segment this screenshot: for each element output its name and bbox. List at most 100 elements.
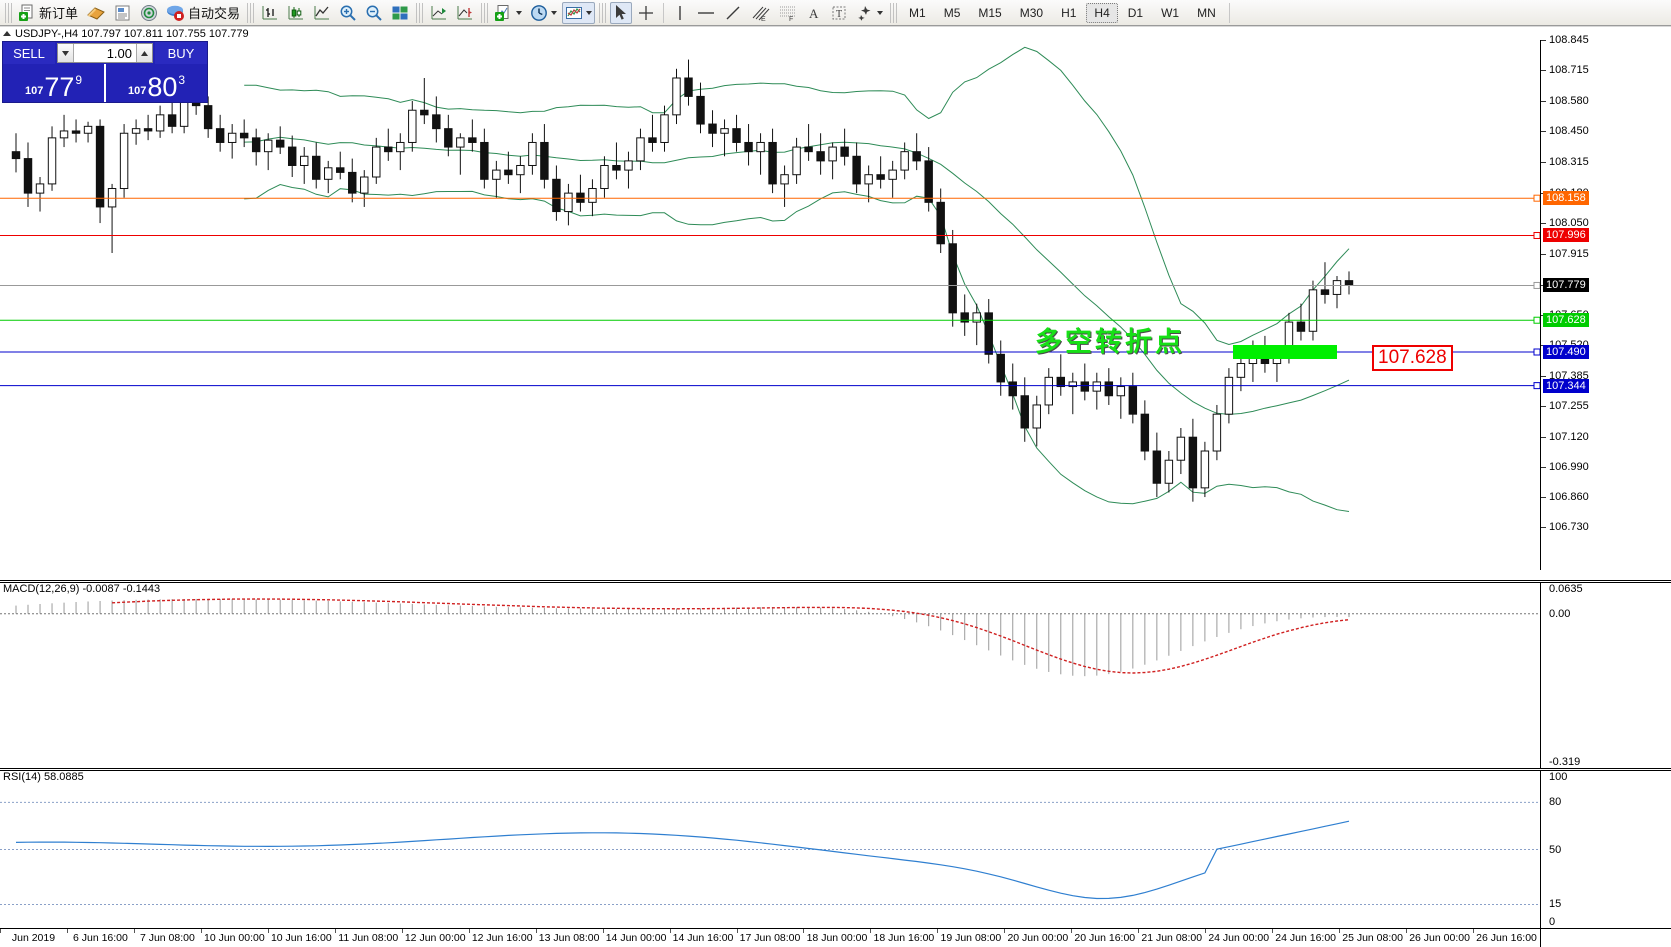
crosshair-icon[interactable] [634, 2, 658, 24]
sell-button[interactable]: SELL [3, 42, 55, 64]
rsi-pane-divider[interactable] [0, 768, 1671, 771]
toolbar-grip-2[interactable] [247, 2, 255, 23]
rsi-scale-label: 50 [1549, 843, 1562, 856]
time-tick [200, 929, 202, 933]
cursor-icon[interactable] [610, 1, 633, 24]
macd-chart-canvas[interactable] [0, 583, 1540, 768]
price-scale[interactable]: 108.845 108.715 108.580 108.450 108.315 108.1… [1540, 34, 1671, 570]
timeframe-m30[interactable]: M30 [1019, 5, 1044, 20]
signals-icon[interactable] [137, 2, 161, 24]
one-click-trading-panel[interactable]: SELL 1.00 BUY 107 77 9 [2, 41, 208, 103]
bid-pips: 77 [44, 72, 75, 102]
time-tick [1406, 929, 1408, 933]
price-tag-last-price[interactable]: 107.779 [1543, 278, 1589, 293]
volume-increase-button[interactable] [136, 44, 152, 62]
price-tick [1541, 527, 1546, 528]
shapes-dropdown-arrow[interactable] [877, 10, 884, 15]
volume-stepper[interactable]: 1.00 [57, 43, 153, 63]
time-tick-label: 18 Jun 00:00 [806, 932, 868, 944]
timeframe-m1[interactable]: M1 [909, 5, 926, 20]
templates-icon[interactable] [492, 2, 525, 24]
timeframe-h4[interactable]: H4 [1086, 2, 1118, 23]
price-tick-label: 106.860 [1549, 491, 1589, 504]
shapes-icon[interactable] [853, 2, 886, 24]
macd-indicator-label: MACD(12,26,9) -0.0087 -0.1443 [3, 583, 161, 595]
timeframe-mn[interactable]: MN [1197, 5, 1216, 20]
price-tag-support-line[interactable]: 107.628 [1543, 313, 1589, 328]
time-tick-label: 12 Jun 16:00 [471, 932, 533, 944]
trend-line-icon[interactable] [721, 2, 745, 24]
volume-value[interactable]: 1.00 [106, 45, 132, 61]
vertical-line-icon[interactable] [669, 2, 691, 24]
indicators-icon[interactable] [562, 1, 596, 24]
macd-pane-divider[interactable] [0, 580, 1671, 583]
toolbar-grip-4[interactable] [481, 2, 489, 23]
new-order-button[interactable]: 新订单 [16, 2, 81, 24]
toolbar-grip-3[interactable] [416, 2, 424, 23]
volume-decrease-button[interactable] [58, 44, 74, 62]
candlestick-chart-icon[interactable] [284, 2, 308, 24]
text-label-icon[interactable]: T [827, 2, 851, 24]
horizontal-line-icon[interactable] [693, 2, 719, 24]
templates-dropdown-arrow[interactable] [516, 10, 523, 15]
bar-chart-icon[interactable] [258, 2, 282, 24]
tile-windows-icon[interactable] [388, 2, 412, 24]
timeframe-h1[interactable]: H1 [1061, 5, 1077, 20]
equidistant-channel-icon[interactable]: E [747, 2, 773, 24]
autotrading-icon[interactable]: 自动交易 [163, 2, 243, 24]
macd-scale[interactable]: 0.0635 0.00 -0.319 [1540, 583, 1671, 768]
timeframe-m15[interactable]: M15 [978, 5, 1002, 20]
price-tick [1541, 467, 1546, 469]
time-tick [334, 929, 336, 933]
fibonacci-icon[interactable]: F [775, 2, 801, 24]
bid-price[interactable]: 107 77 9 [3, 64, 104, 102]
time-tick-label: 19 Jun 08:00 [940, 932, 1002, 944]
periodicity-icon[interactable] [527, 2, 560, 24]
price-chart-canvas[interactable] [0, 40, 1540, 527]
price-tick [1541, 40, 1546, 41]
ask-price[interactable]: 107 80 3 [104, 64, 207, 102]
line-chart-icon[interactable] [310, 2, 334, 24]
time-tick-label: 10 Jun 00:00 [203, 932, 265, 944]
time-tick-label: 14 Jun 00:00 [605, 932, 667, 944]
svg-text:T: T [836, 9, 842, 20]
rsi-chart-canvas[interactable] [0, 771, 1540, 928]
toolbar-grip-5[interactable] [599, 2, 607, 23]
timeframe-m5[interactable]: M5 [943, 5, 961, 20]
price-tick-label: 107.255 [1549, 400, 1589, 413]
zoom-out-icon[interactable] [362, 2, 386, 24]
price-tag-resistance-line[interactable]: 108.158 [1543, 191, 1589, 206]
chart-window[interactable]: USDJPY-,H4 107.797 107.811 107.755 107.7… [0, 26, 1671, 947]
rsi-scale[interactable]: 100 80 50 15 0 [1540, 771, 1671, 928]
toolbar-grip-6[interactable] [890, 2, 898, 23]
expert-advisors-icon[interactable] [83, 2, 109, 24]
toolbar-grip[interactable] [5, 2, 12, 23]
price-tag-resistance-line[interactable]: 107.996 [1543, 228, 1589, 243]
time-tick [1272, 929, 1274, 933]
price-callout-label[interactable]: 107.628 [1372, 345, 1453, 371]
time-tick [535, 929, 537, 933]
timeframe-d1[interactable]: D1 [1127, 5, 1144, 20]
bid-fraction: 9 [75, 73, 83, 87]
highlight-rectangle[interactable] [1233, 345, 1337, 359]
timeframe-w1[interactable]: W1 [1161, 5, 1180, 20]
text-icon[interactable]: A [803, 2, 825, 24]
price-tag-support-line[interactable]: 107.490 [1543, 345, 1589, 359]
auto-scroll-icon[interactable] [453, 2, 477, 24]
buy-button[interactable]: BUY [155, 42, 207, 64]
price-tick [1541, 497, 1546, 499]
price-tag-support-line[interactable]: 107.344 [1543, 378, 1589, 393]
toolbar-separator-1 [663, 2, 665, 23]
time-tick-label: 21 Jun 08:00 [1141, 932, 1203, 944]
chart-annotation-text: 多空转折点 [1035, 327, 1185, 357]
time-axis[interactable]: Jun 2019 6 Jun 16:00 7 Jun 08:00 10 Jun 00:… [0, 928, 1540, 947]
rsi-scale-label: 0 [1549, 916, 1556, 928]
periodicity-dropdown-arrow[interactable] [551, 10, 558, 15]
zoom-in-icon[interactable] [336, 2, 360, 24]
indicators-dropdown-arrow[interactable] [586, 10, 593, 15]
collapse-triangle-icon[interactable] [3, 31, 11, 36]
chart-shift-icon[interactable] [427, 2, 451, 24]
price-tick [1541, 376, 1546, 378]
news-icon[interactable] [111, 2, 135, 24]
